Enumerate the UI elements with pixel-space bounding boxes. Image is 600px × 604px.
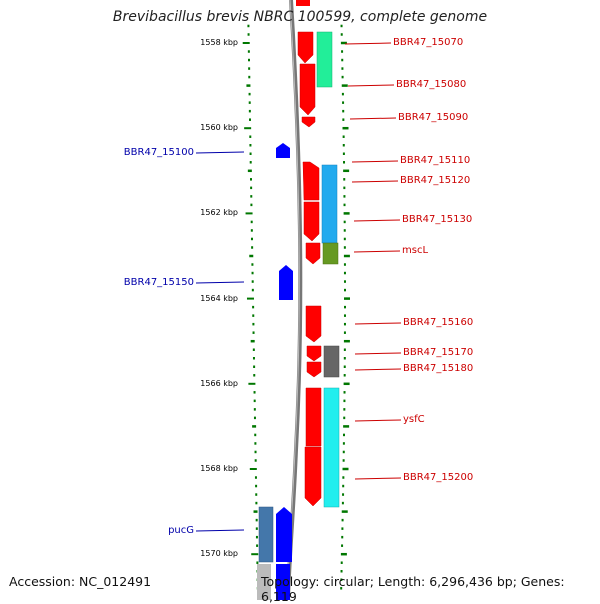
scale-ticks-right	[340, 24, 350, 590]
feature-top-partial[interactable]	[296, 0, 310, 6]
gene-label[interactable]: BBR47_15130	[402, 214, 473, 225]
cog-box-15120[interactable]	[321, 164, 338, 244]
gene-label[interactable]: BBR47_15150	[123, 277, 194, 288]
gene-label[interactable]: BBR47_15090	[398, 112, 469, 123]
cog-box-15170[interactable]	[323, 345, 340, 378]
cds-arrow-15180[interactable]	[306, 361, 322, 378]
tick-label: 1568 kbp	[200, 464, 238, 473]
gene-label[interactable]: BBR47_15100	[123, 147, 194, 158]
cds-arrow-15150[interactable]	[279, 265, 293, 300]
map-title: Brevibacillus brevis NBRC 100599, comple…	[112, 9, 488, 25]
label-leader	[351, 160, 399, 163]
label-leader	[195, 151, 245, 154]
gene-label[interactable]: BBR47_15180	[403, 363, 474, 374]
gene-label[interactable]: BBR47_15080	[396, 79, 467, 90]
cds-arrow-15130[interactable]	[303, 201, 320, 242]
scale-ticks-left	[242, 24, 259, 590]
tick-label: 1564 kbp	[200, 293, 238, 303]
label-leader	[354, 477, 402, 480]
tick-label: 1570 kbp	[200, 549, 238, 559]
cds-arrow-15090[interactable]	[301, 116, 316, 128]
label-leader	[354, 352, 402, 355]
cds-arrow-mscl[interactable]	[305, 242, 321, 265]
gene-label[interactable]: BBR47_15170	[403, 347, 474, 358]
gene-label[interactable]: mscL	[402, 245, 429, 256]
cds-arrow-15170[interactable]	[306, 345, 322, 362]
tick-label: 1560 kbp	[200, 123, 238, 133]
cds-arrow-15080[interactable]	[299, 63, 316, 116]
cds-arrow-15100[interactable]	[276, 143, 290, 158]
cds-arrow-15160[interactable]	[305, 305, 322, 343]
gene-label[interactable]: BBR47_15070	[393, 37, 464, 48]
label-leader	[354, 322, 402, 325]
label-leader	[353, 250, 401, 253]
label-leader	[344, 42, 392, 45]
feature-bottom-partial-left[interactable]	[257, 564, 271, 600]
label-leader	[354, 368, 402, 371]
cog-box-pucg[interactable]	[258, 506, 274, 563]
gene-label[interactable]: BBR47_15110	[400, 155, 471, 166]
feature-bottom-partial-right[interactable]	[276, 564, 290, 600]
cds-arrow-ysfc[interactable]	[305, 387, 322, 447]
label-leader	[195, 281, 245, 284]
gene-label[interactable]: BBR47_15160	[403, 317, 474, 328]
label-leader	[349, 117, 397, 120]
label-leader	[354, 419, 402, 422]
cog-box-mscl[interactable]	[322, 242, 339, 265]
tick-label: 1562 kbp	[200, 208, 238, 218]
label-leader	[347, 84, 395, 87]
tick-label: 1558 kbp	[200, 38, 238, 47]
cog-box-ysfc[interactable]	[323, 387, 340, 508]
label-leader	[353, 219, 401, 222]
gene-label[interactable]: ysfC	[403, 414, 425, 425]
cds-arrow-15200[interactable]	[304, 446, 322, 507]
accession-text: Accession: NC_012491	[9, 574, 152, 589]
label-leader-lines	[195, 42, 402, 532]
cds-arrow-15070[interactable]	[297, 31, 314, 64]
cds-arrow-pucg[interactable]	[276, 507, 292, 562]
gene-label[interactable]: BBR47_15200	[403, 472, 474, 483]
cog-box-15070[interactable]	[316, 31, 333, 88]
tick-label: 1566 kbp	[200, 378, 238, 388]
label-leader	[195, 529, 245, 532]
label-leader	[351, 180, 399, 183]
cds-arrow-15110[interactable]	[302, 161, 320, 201]
gene-label[interactable]: BBR47_15120	[400, 175, 471, 186]
gene-label[interactable]: pucG	[168, 525, 194, 536]
